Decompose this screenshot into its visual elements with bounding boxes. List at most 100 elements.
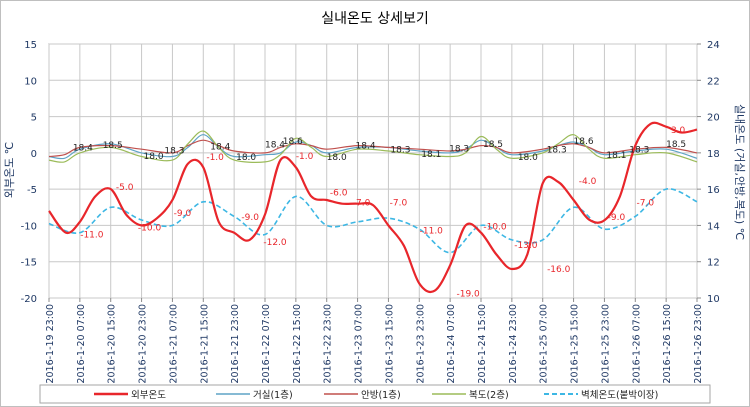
data-label: -13.0 <box>514 241 538 251</box>
x-tick-label: 2016-1-24 15:00 <box>477 304 488 384</box>
x-tick-label: 2016-1-21 07:00 <box>168 304 179 384</box>
y-left-tick-label: 10 <box>24 76 37 87</box>
y-right-tick-label: 10 <box>707 294 720 305</box>
data-label: 18.3 <box>449 144 469 154</box>
data-label: -9.0 <box>608 213 626 223</box>
y-left-tick-label: -15 <box>21 258 37 269</box>
y-right-tick-label: 24 <box>707 40 720 51</box>
x-tick-label: 2016-1-20 15:00 <box>107 304 118 384</box>
data-label: -1.0 <box>296 152 314 162</box>
data-label: 18.5 <box>666 140 686 150</box>
x-tick-label: 2016-1-24 23:00 <box>508 304 519 384</box>
data-label: 18.3 <box>547 145 567 155</box>
data-label: 18.0 <box>518 153 538 163</box>
data-label: -1.0 <box>206 153 224 163</box>
grid-layer <box>48 43 698 299</box>
data-label: -11.0 <box>420 227 444 237</box>
y-left-tick-label: -5 <box>27 185 37 196</box>
y-right-tick-label: 20 <box>707 113 720 124</box>
y-left-tick-label: 15 <box>24 40 37 51</box>
data-label: 18.1 <box>421 150 441 160</box>
y-left-tick-label: -10 <box>21 221 37 232</box>
series-line <box>48 130 698 163</box>
y-axis-right-label: 실내온도 (거실,안방,복도) ℃ <box>733 104 746 240</box>
data-label: 18.5 <box>103 141 123 151</box>
data-label: 18.3 <box>164 146 184 156</box>
data-label: 18.0 <box>144 152 164 162</box>
x-tick-label: 2016-1-26 15:00 <box>662 304 673 384</box>
legend-label: 복도(2층) <box>469 390 509 401</box>
data-label: 18.6 <box>574 137 594 147</box>
x-tick-label: 2016-1-25 23:00 <box>600 304 611 384</box>
data-label: 18.0 <box>236 153 256 163</box>
x-tick-label: 2016-1-26 07:00 <box>631 304 642 384</box>
x-tick-label: 2016-1-23 07:00 <box>354 304 365 384</box>
data-label: -4.0 <box>579 177 597 187</box>
data-label: -7.0 <box>353 199 371 209</box>
x-tick-label: 2016-1-22 23:00 <box>323 304 334 384</box>
x-tick-label: 2016-1-22 15:00 <box>292 304 303 384</box>
y-right-tick-label: 18 <box>707 149 720 160</box>
y-right-tick-label: 22 <box>707 76 720 87</box>
data-label: -5.0 <box>116 183 134 193</box>
data-label: -7.0 <box>637 199 655 209</box>
x-tick-label: 2016-1-19 23:00 <box>45 304 56 384</box>
series-layer <box>48 121 698 294</box>
y-left-tick-label: -20 <box>21 294 37 305</box>
y-left-tick-label: 0 <box>31 149 37 160</box>
y-left-tick-label: 5 <box>31 113 37 124</box>
y-axis-left-label: 외부온도 ℃ <box>3 142 16 198</box>
series-line <box>48 188 698 254</box>
series-line <box>48 139 698 158</box>
data-label: 18.4 <box>265 141 285 151</box>
data-label: 18.5 <box>483 140 503 150</box>
label-layer: -11.0-5.0-10.0-9.0-1.0-9.0-12.0-1.0-6.0-… <box>73 126 686 300</box>
legend-label: 벽체온도(붙박이장) <box>581 390 658 401</box>
data-label: -11.0 <box>80 231 104 241</box>
data-label: 18.6 <box>283 137 303 147</box>
data-label: 18.0 <box>327 153 347 163</box>
data-label: 18.4 <box>73 144 93 154</box>
data-label: 3.0 <box>671 126 686 136</box>
y-right-tick-label: 14 <box>707 221 720 232</box>
x-tick-label: 2016-1-21 23:00 <box>230 304 241 384</box>
data-label: -10.0 <box>483 222 507 232</box>
x-tick-label: 2016-1-23 15:00 <box>384 304 395 384</box>
x-tick-label: 2016-1-23 23:00 <box>415 304 426 384</box>
data-label: -7.0 <box>390 199 408 209</box>
chart-legend: 외부온도 거실(1층) 안방(1층) 복도(2층) 벽체온도(붙박이장) <box>39 384 711 404</box>
y-right-tick-label: 16 <box>707 185 720 196</box>
data-label: -16.0 <box>547 265 571 275</box>
chart-title: 실내온도 상세보기 <box>321 11 429 27</box>
x-tick-label: 2016-1-25 15:00 <box>570 304 581 384</box>
axis-layer: -20 -15 -10 -5 0 5 10 15 10 12 14 16 18 20 22 24 2016-1-… <box>21 40 720 384</box>
x-tick-label: 2016-1-24 07:00 <box>446 304 457 384</box>
data-label: 18.1 <box>606 151 626 161</box>
x-tick-label: 2016-1-25 07:00 <box>539 304 550 384</box>
data-label: 18.4 <box>210 143 230 153</box>
data-label: 18.3 <box>629 145 649 155</box>
legend-label: 안방(1층) <box>361 390 401 401</box>
legend-label: 거실(1층) <box>253 390 293 401</box>
x-tick-label: 2016-1-21 15:00 <box>199 304 210 384</box>
series-line <box>48 121 698 294</box>
data-label: -10.0 <box>138 223 162 233</box>
data-label: -19.0 <box>456 290 480 300</box>
data-label: -9.0 <box>241 213 259 223</box>
x-tick-label: 2016-1-20 07:00 <box>76 304 87 384</box>
data-label: -12.0 <box>263 238 287 248</box>
y-right-tick-label: 12 <box>707 258 720 269</box>
x-tick-label: 2016-1-20 23:00 <box>138 304 149 384</box>
legend-label: 외부온도 <box>131 389 166 401</box>
legend-box <box>39 384 711 404</box>
data-label: 18.4 <box>356 142 376 152</box>
series-line <box>48 134 698 160</box>
data-label: -6.0 <box>330 188 348 198</box>
data-label: 18.3 <box>390 145 410 155</box>
data-label: -9.0 <box>174 209 192 219</box>
x-tick-label: 2016-1-26 23:00 <box>693 304 704 384</box>
x-tick-label: 2016-1-22 07:00 <box>261 304 272 384</box>
